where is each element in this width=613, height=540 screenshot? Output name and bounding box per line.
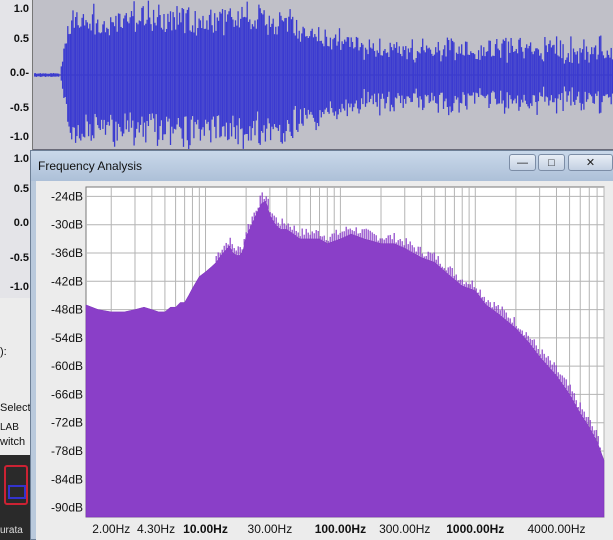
ruler-label: 0.5 (13, 33, 29, 45)
ruler-label: 0.0 (13, 217, 29, 229)
ruler-label: 0.0- (10, 67, 29, 79)
background-thumbnail: urata (0, 455, 34, 540)
y-tick-label: -84dB (51, 472, 83, 486)
background-text: urata (0, 525, 23, 536)
y-tick-label: -90dB (51, 501, 83, 515)
x-tick-label: 10.00Hz (183, 522, 228, 536)
frequency-spectrum-chart: -24dB -30dB -36dB -42dB -48dB -54dB -60dB -66dB… (51, 186, 605, 536)
x-tick-label: 2.00Hz (92, 522, 130, 536)
window-titlebar[interactable]: Frequency Analysis — □ ✕ (31, 151, 613, 181)
amplitude-ruler-track2: 1.0 0.5 0.0 -0.5 -1.0 (0, 150, 33, 298)
waveform-signal (34, 0, 613, 150)
y-tick-label: -48dB (51, 303, 83, 317)
ruler-label: -0.5 (10, 102, 29, 114)
maximize-icon: □ (548, 156, 555, 169)
amplitude-ruler: 1.0 0.5 0.0- -0.5 -1.0 (0, 0, 33, 150)
spectrum-detail (215, 192, 601, 451)
ruler-label: -1.0 (10, 281, 29, 293)
ruler-label: -0.5 (10, 252, 29, 264)
x-axis-labels: 2.00Hz 4.30Hz 10.00Hz 30.00Hz 100.00Hz 300.00… (92, 522, 585, 536)
y-tick-label: -60dB (51, 359, 83, 373)
y-tick-label: -42dB (51, 274, 83, 288)
y-tick-label: -36dB (51, 246, 83, 260)
y-tick-label: -54dB (51, 331, 83, 345)
y-tick-label: -66dB (51, 387, 83, 401)
window-title: Frequency Analysis (38, 159, 143, 173)
frequency-analysis-window[interactable]: Frequency Analysis — □ ✕ -24dB -30dB -36dB… (30, 150, 613, 540)
background-text: ): (0, 346, 7, 358)
ruler-label: 1.0 (13, 153, 29, 165)
ruler-label: 0.5 (13, 183, 29, 195)
y-axis-labels: -24dB -30dB -36dB -42dB -48dB -54dB -60dB -66dB… (51, 189, 83, 514)
x-tick-label: 4000.00Hz (527, 522, 585, 536)
x-tick-label: 1000.00Hz (446, 522, 504, 536)
close-icon: ✕ (585, 157, 596, 169)
minimize-button[interactable]: — (509, 154, 536, 171)
waveform-track[interactable]: 1.0 0.5 0.0- -0.5 -1.0 (0, 0, 613, 150)
background-text[interactable]: Select (0, 402, 31, 414)
waveform-plot (34, 0, 613, 150)
window-body: -24dB -30dB -36dB -42dB -48dB -54dB -60dB -66dB… (36, 181, 613, 540)
background-text: witch (0, 436, 26, 448)
x-tick-label: 30.00Hz (248, 522, 293, 536)
x-tick-label: 4.30Hz (137, 522, 175, 536)
x-tick-label: 100.00Hz (315, 522, 366, 536)
ruler-label: -1.0 (10, 131, 29, 143)
minimize-icon: — (517, 156, 528, 169)
maximize-button[interactable]: □ (538, 154, 565, 171)
y-tick-label: -24dB (51, 189, 83, 203)
y-tick-label: -72dB (51, 416, 83, 430)
x-tick-label: 300.00Hz (379, 522, 430, 536)
y-tick-label: -30dB (51, 218, 83, 232)
background-text: LAB (0, 422, 19, 433)
y-tick-label: -78dB (51, 444, 83, 458)
close-button[interactable]: ✕ (568, 154, 613, 171)
ruler-label: 1.0 (13, 3, 29, 15)
